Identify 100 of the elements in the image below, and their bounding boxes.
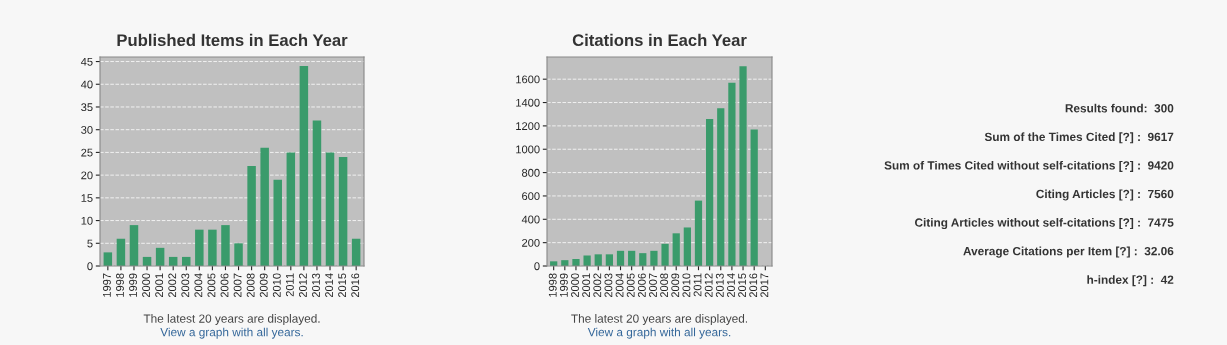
y-tick-label: 45 [80,57,93,66]
bar [717,108,725,266]
x-tick-label: 1998 [548,273,557,297]
text: Results found: 300 [1065,103,1174,113]
x-tick-label: 2008 [246,273,255,298]
y-tick-label: 35 [81,103,93,112]
y-tick-label: 0 [534,262,540,271]
x-tick-label: 2009 [259,273,268,298]
bar [182,256,191,266]
text: View a graph with all years. [160,327,303,339]
bar [247,166,256,266]
bar [639,253,647,266]
bar [312,120,322,266]
y-tick-label: 20 [81,171,93,180]
bar [221,225,230,266]
bar [583,255,591,266]
y-tick-label: 1000 [516,145,540,154]
x-tick-label: 2016 [351,273,360,298]
bar [338,156,348,266]
bar [234,243,243,266]
x-tick-label: 2014 [325,273,333,298]
text: Average Citations per Item [?] : 32.06 [963,246,1174,258]
y-tick-label: 25 [81,148,93,157]
y-tick-label: 0 [87,262,93,271]
x-tick-label: 2006 [220,273,229,298]
x-tick-label: 2005 [207,273,216,298]
x-tick-label: 1998 [116,273,124,297]
x-tick-label: 2003 [181,273,190,298]
x-tick-label: 2000 [142,273,151,298]
x-tick-label: 2015 [738,273,747,298]
text: The latest 20 years are displayed. [571,314,748,326]
x-tick-label: 2012 [299,273,307,298]
y-tick-label: 200 [522,238,540,247]
x-tick-label: 2001 [582,273,591,298]
chart-title: Published Items in Each Year [117,33,348,47]
x-tick-label: 2004 [194,273,203,298]
x-tick-label: 2012 [704,273,713,298]
x-tick-label: 2002 [593,273,602,298]
text: Citing Articles without self-citations [?] : 7475 [915,218,1174,230]
text: Sum of the Times Cited [?] : 9617 [984,132,1174,144]
x-tick-label: 2011 [285,273,294,297]
y-tick-label: 15 [81,194,93,202]
x-tick-label: 2002 [168,273,177,298]
x-tick-label: 2007 [233,273,242,298]
x-tick-label: 2013 [715,273,724,298]
y-tick-label: 30 [81,125,93,134]
bar [661,243,669,266]
x-tick-label: 2005 [626,273,635,298]
x-tick-label: 1999 [129,273,137,297]
text: h-index [?] : 42 [1087,275,1174,287]
bar [116,238,126,266]
bar [351,238,361,266]
x-tick-label: 2006 [637,273,646,298]
x-tick-label: 2003 [604,273,613,298]
bar [683,227,691,266]
bar [103,252,113,266]
bar [572,258,580,266]
bar [129,225,139,266]
bar [672,233,680,266]
text: View a graph with all years. [587,327,731,339]
bar [650,250,658,266]
x-tick-label: 1999 [559,273,568,297]
x-tick-label: 2015 [338,273,347,298]
chart-title: Citations in Each Year [572,33,747,47]
y-tick-label: 600 [522,192,540,201]
bar [286,152,296,266]
bar [706,118,714,266]
y-tick-label: 400 [521,215,540,224]
y-tick-label: 40 [80,80,93,89]
bar [605,254,613,266]
bar [195,229,204,266]
x-tick-label: 2017 [760,273,769,298]
x-tick-label: 1997 [102,273,111,297]
x-tick-label: 2010 [272,273,281,298]
bar [325,152,335,266]
x-tick-label: 2010 [682,273,691,298]
x-tick-label: 2009 [671,273,680,298]
text: Citing Articles [?] : 7560 [1036,189,1174,201]
bar [594,254,602,266]
bar [260,147,269,266]
x-tick-label: 2011 [693,273,702,297]
bar [273,179,282,266]
x-tick-label: 2004 [615,273,624,298]
y-tick-label: 800 [522,168,540,177]
text: The latest 20 years are displayed. [143,314,320,326]
x-tick-label: 2016 [749,273,758,298]
bar [299,66,309,266]
x-tick-label: 2014 [727,273,735,298]
y-tick-label: 1400 [516,98,540,107]
text: Sum of Times Cited without self-citations [?] : 9420 [884,160,1174,172]
x-tick-label: 2000 [571,273,579,298]
x-tick-label: 2013 [312,273,320,298]
bar [728,82,736,266]
y-tick-label: 10 [81,216,93,225]
x-tick-label: 2008 [660,273,669,298]
y-tick-label: 5 [87,239,93,248]
bar [208,229,217,266]
y-tick-label: 1200 [516,122,540,131]
y-tick-label: 1600 [516,75,540,84]
x-tick-label: 2001 [155,273,164,298]
